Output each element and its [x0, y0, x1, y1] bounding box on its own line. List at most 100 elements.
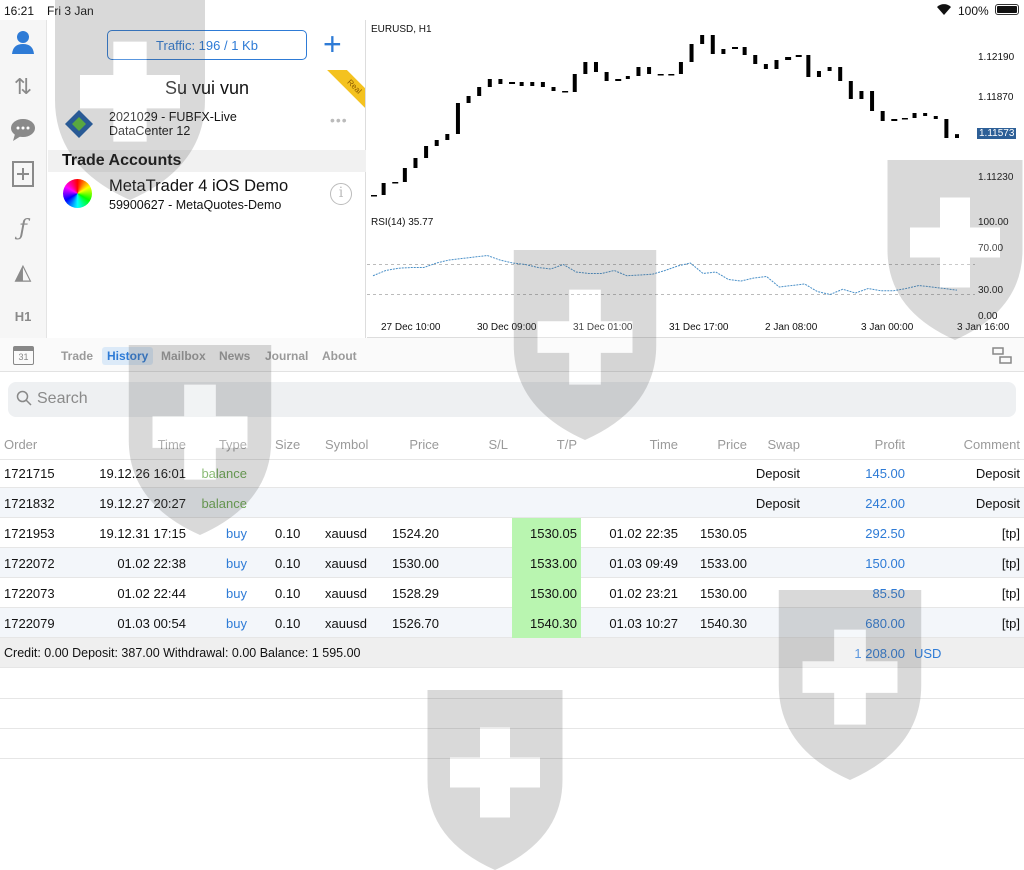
datacenter: DataCenter 12	[109, 124, 191, 138]
cell-comment: [tp]	[1001, 616, 1020, 631]
cell-symbol: xauusd	[325, 526, 367, 541]
cell-close-price: 1533.00	[700, 556, 747, 571]
header-order[interactable]: Order	[4, 437, 38, 452]
price-label: 1.11870	[978, 92, 1014, 103]
header-close-price[interactable]: Price	[717, 437, 747, 452]
add-account-button[interactable]: +	[323, 26, 342, 62]
chart-symbol: EURUSD, H1	[371, 24, 432, 35]
cell-tp: 1530.00	[530, 586, 577, 601]
candle	[424, 146, 429, 158]
candle	[392, 182, 399, 184]
cell-order: 1722072	[4, 556, 55, 571]
cell-profit: 150.00	[865, 556, 905, 571]
quotes-icon[interactable]: ⇅	[13, 74, 33, 99]
cell-profit: 145.00	[865, 466, 905, 481]
candle	[700, 35, 705, 44]
candle	[848, 81, 853, 99]
date: Fri 3 Jan	[47, 4, 94, 18]
tab-mailbox[interactable]: Mailbox	[161, 349, 206, 363]
cell-comment: Deposit	[975, 496, 1020, 511]
cell-order: 1721715	[4, 466, 55, 481]
battery-icon	[995, 4, 1019, 15]
candle	[615, 79, 622, 81]
candle	[955, 134, 959, 138]
more-icon[interactable]: •••	[330, 112, 348, 128]
candle	[509, 82, 516, 84]
rsi-level: 100.00	[978, 217, 1009, 228]
candle	[753, 55, 758, 64]
chat-icon[interactable]	[8, 115, 38, 145]
header-price[interactable]: Price	[409, 437, 439, 452]
table-row[interactable]: 1721832 19.12.27 20:27 balance Deposit 242.0…	[0, 488, 1024, 518]
cell-tp: 1530.05	[530, 526, 577, 541]
tab-journal[interactable]: Journal	[265, 349, 309, 363]
candle	[583, 62, 588, 74]
demo-account-title: MetaTrader 4 iOS Demo	[109, 177, 289, 195]
objects-icon[interactable]: ◭	[14, 259, 32, 284]
accounts-icon[interactable]	[8, 27, 38, 57]
header-sl[interactable]: S/L	[488, 437, 508, 452]
candle	[678, 62, 683, 74]
header-size[interactable]: Size	[275, 437, 301, 452]
time-label: 31 Dec 17:00	[669, 322, 729, 333]
indicators-icon[interactable]: ƒ	[18, 215, 28, 241]
tp-highlight	[512, 608, 581, 638]
info-icon[interactable]: i	[330, 183, 352, 205]
layout-icon[interactable]	[992, 347, 1012, 364]
candle	[498, 79, 503, 84]
candle	[562, 91, 569, 93]
candle	[551, 87, 556, 91]
candle	[657, 74, 664, 76]
candle	[402, 168, 407, 182]
tab-history[interactable]: History	[102, 347, 154, 365]
candle	[689, 44, 694, 62]
cell-size: 0.10	[275, 616, 301, 631]
header-tp[interactable]: T/P	[556, 437, 577, 452]
candle	[371, 195, 377, 197]
cell-symbol: xauusd	[325, 556, 367, 571]
price-chart[interactable]: EURUSD, H1 RSI(14) 35.77 1.12190 1.11870…	[367, 20, 1024, 338]
candle	[434, 140, 439, 146]
header-symbol[interactable]: Symbol	[325, 437, 369, 452]
rsi-level: 30.00	[978, 285, 1004, 296]
search-icon	[16, 390, 32, 411]
divider	[0, 758, 1024, 759]
new-order-icon[interactable]	[8, 159, 38, 189]
header-swap[interactable]: Swap	[767, 437, 800, 452]
header-close-time[interactable]: Time	[649, 437, 678, 452]
calendar-icon[interactable]: 31	[13, 346, 34, 365]
header-comment[interactable]: Comment	[963, 437, 1020, 452]
watermark-shield	[427, 690, 563, 870]
demo-account-sub: 59900627 - MetaQuotes-Demo	[109, 198, 282, 212]
tab-trade[interactable]: Trade	[61, 349, 94, 363]
table-row[interactable]: 1721953 19.12.31 17:15 buy 0.10 xauusd 1524.2…	[0, 518, 1024, 548]
candle	[816, 71, 821, 77]
accounts-panel: Traffic: 196 / 1 Kb + Su vui vun Real 20…	[48, 20, 366, 338]
side-toolbar: ⇅ ƒ ◭ H1	[0, 20, 47, 338]
timeframe-icon[interactable]: H1	[14, 308, 32, 324]
cell-symbol: xauusd	[325, 616, 367, 631]
table-row[interactable]: 1722073 01.02 22:44 buy 0.10 xauusd 1528.29 15…	[0, 578, 1024, 608]
table-row[interactable]: 1722079 01.03 00:54 buy 0.10 xauusd 1526.70 15…	[0, 608, 1024, 638]
table-row[interactable]: 1722072 01.02 22:38 buy 0.10 xauusd 1530.00 15…	[0, 548, 1024, 578]
account-name: Su vui vun	[164, 78, 250, 98]
cell-close-price: 1530.00	[700, 586, 747, 601]
cell-type: buy	[226, 616, 247, 631]
search-input[interactable]: Search	[8, 382, 1016, 417]
header-time[interactable]: Time	[157, 437, 186, 452]
time-label: 27 Dec 10:00	[381, 322, 441, 333]
cell-size: 0.10	[275, 586, 301, 601]
tab-about[interactable]: About	[322, 349, 357, 363]
trade-account-row[interactable]: MetaTrader 4 iOS Demo 59900627 - MetaQuo…	[48, 172, 366, 216]
account-login: 2021029 - FUBFX-Live	[109, 110, 237, 124]
table-row[interactable]: 1721715 19.12.26 16:01 balance Deposit 145.0…	[0, 458, 1024, 488]
traffic-button[interactable]: Traffic: 196 / 1 Kb	[107, 30, 307, 60]
candle	[413, 158, 418, 168]
header-type[interactable]: Type	[218, 437, 247, 452]
table-header: Order Time Type Size Symbol Price S/L T/P Time Pr…	[0, 430, 1024, 460]
candle	[806, 55, 811, 77]
time-label: 3 Jan 16:00	[957, 322, 1010, 333]
header-profit[interactable]: Profit	[874, 437, 905, 452]
candle	[763, 64, 768, 69]
tab-news[interactable]: News	[219, 349, 251, 363]
